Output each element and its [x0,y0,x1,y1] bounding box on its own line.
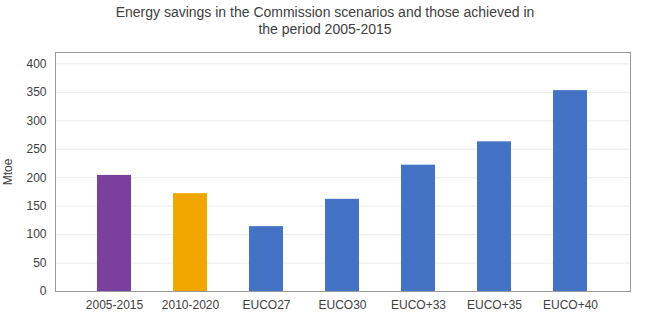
svg-text:EUCO30: EUCO30 [318,298,366,312]
svg-text:2010-2020: 2010-2020 [162,298,220,312]
svg-text:300: 300 [26,114,46,128]
svg-text:EUCO+40: EUCO+40 [543,298,598,312]
svg-text:150: 150 [26,199,46,213]
svg-text:400: 400 [26,57,46,71]
svg-text:50: 50 [33,256,47,270]
svg-text:2005-2015: 2005-2015 [86,298,144,312]
svg-text:100: 100 [26,227,46,241]
svg-text:Mtoe: Mtoe [1,158,15,185]
svg-text:EUCO+35: EUCO+35 [467,298,522,312]
html-text:the period 2005-2015: the period 2005-2015 [258,21,392,37]
svg-text:350: 350 [26,85,46,99]
svg-text:0: 0 [40,284,47,298]
html-text:Energy savings in the Commissi: Energy savings in the Commission scenari… [115,4,535,20]
svg-text:EUCO+33: EUCO+33 [391,298,446,312]
svg-text:EUCO27: EUCO27 [242,298,290,312]
svg-text:200: 200 [26,171,46,185]
svg-text:250: 250 [26,142,46,156]
